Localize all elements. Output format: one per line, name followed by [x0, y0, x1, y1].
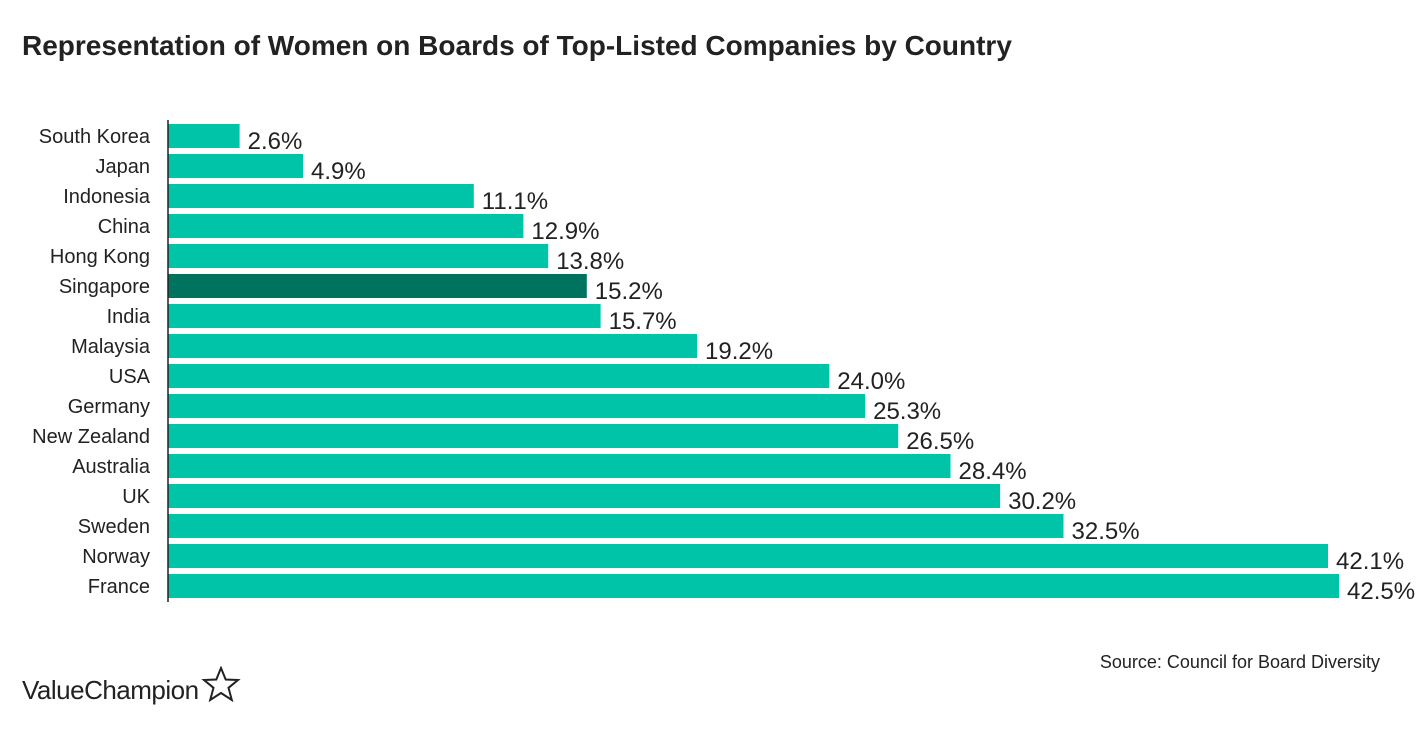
brand-logo: ValueChampion	[22, 664, 241, 710]
category-label: Germany	[68, 396, 150, 418]
bar-sweden	[168, 514, 1064, 538]
bar-singapore	[168, 274, 587, 298]
value-label: 25.3%	[873, 398, 941, 425]
bar-new-zealand	[168, 424, 899, 448]
bars-layer	[168, 124, 1339, 598]
value-label: 28.4%	[959, 458, 1027, 485]
chart-title: Representation of Women on Boards of Top…	[22, 30, 1012, 61]
source-note: Source: Council for Board Diversity	[1099, 652, 1380, 672]
category-label: Sweden	[78, 516, 150, 538]
bar-china	[168, 214, 524, 238]
bar-france	[168, 574, 1339, 598]
bar-malaysia	[168, 334, 697, 358]
category-label: India	[107, 306, 151, 328]
logo-text: ValueChampion	[22, 674, 199, 705]
category-label: UK	[122, 486, 150, 508]
category-label: Japan	[96, 156, 151, 178]
bar-norway	[168, 544, 1328, 568]
category-label: Australia	[72, 456, 151, 478]
value-label: 19.2%	[705, 338, 773, 365]
category-label: Indonesia	[63, 186, 151, 208]
value-label: 4.9%	[311, 158, 366, 185]
category-label: South Korea	[39, 126, 151, 148]
bar-hong-kong	[168, 244, 549, 268]
value-label: 11.1%	[482, 188, 548, 215]
bar-australia	[168, 454, 951, 478]
bar-india	[168, 304, 601, 328]
value-label: 42.5%	[1347, 578, 1415, 605]
bar-south-korea	[168, 124, 240, 148]
category-label: Norway	[82, 546, 150, 568]
category-label: Singapore	[59, 276, 150, 298]
star-outline-icon	[200, 664, 241, 707]
bar-germany	[168, 394, 866, 418]
value-label: 24.0%	[837, 368, 905, 395]
value-label: 26.5%	[906, 428, 974, 455]
value-label: 15.7%	[609, 308, 677, 335]
bar-usa	[168, 364, 830, 388]
labels-layer: South Korea 2.6% Japan 4.9% Indonesia 11.1% Ch…	[32, 126, 1415, 605]
category-label: Hong Kong	[50, 246, 150, 268]
value-label: 2.6%	[248, 128, 303, 155]
category-label: USA	[109, 366, 151, 388]
category-label: Malaysia	[71, 336, 151, 358]
category-label: France	[88, 576, 150, 598]
category-label: New Zealand	[32, 426, 150, 448]
value-label: 13.8%	[556, 248, 624, 275]
bar-indonesia	[168, 184, 474, 208]
value-label: 12.9%	[531, 218, 599, 245]
bar-japan	[168, 154, 303, 178]
value-label: 32.5%	[1072, 518, 1140, 545]
value-label: 42.1%	[1336, 548, 1404, 575]
bar-uk	[168, 484, 1001, 508]
value-label: 15.2%	[595, 278, 663, 305]
value-label: 30.2%	[1008, 488, 1076, 515]
category-label: China	[98, 216, 151, 238]
